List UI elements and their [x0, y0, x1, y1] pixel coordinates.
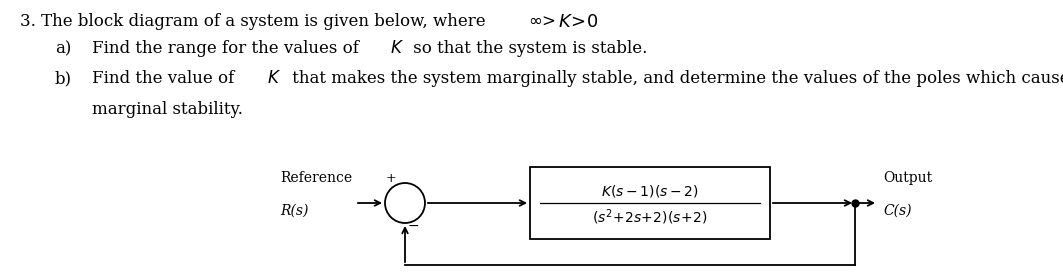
- Text: so that the system is stable.: so that the system is stable.: [408, 40, 647, 57]
- Text: that makes the system marginally stable, and determine the values of the poles w: that makes the system marginally stable,…: [287, 70, 1063, 87]
- Text: R(s): R(s): [280, 204, 308, 218]
- Text: a): a): [55, 40, 71, 57]
- Text: $K$: $K$: [390, 40, 404, 57]
- Text: +: +: [386, 172, 396, 185]
- Text: C(s): C(s): [883, 204, 911, 218]
- Text: Reference: Reference: [280, 171, 352, 185]
- Text: Output: Output: [883, 171, 932, 185]
- Text: $(s^2\!+\!2s\!+\!2)(s\!+\!2)$: $(s^2\!+\!2s\!+\!2)(s\!+\!2)$: [592, 207, 708, 227]
- Text: b): b): [55, 70, 72, 87]
- Bar: [530, 167, 770, 239]
- Text: Find the range for the values of: Find the range for the values of: [92, 40, 365, 57]
- Text: $K(s-1)(s-2)$: $K(s-1)(s-2)$: [602, 183, 698, 199]
- Text: Find the value of: Find the value of: [92, 70, 239, 87]
- Text: −: −: [408, 219, 420, 233]
- Text: $K\!>\!0$: $K\!>\!0$: [558, 13, 598, 31]
- Text: 3. The block diagram of a system is given below, where: 3. The block diagram of a system is give…: [20, 13, 491, 30]
- Text: $K$: $K$: [267, 70, 281, 87]
- Text: marginal stability.: marginal stability.: [92, 101, 242, 118]
- Text: $\infty$>: $\infty$>: [528, 13, 558, 30]
